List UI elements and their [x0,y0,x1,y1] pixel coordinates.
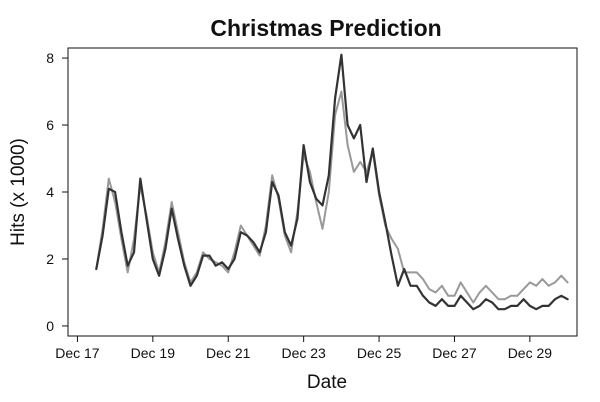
y-tick-label: 2 [46,251,54,267]
series-layer [95,53,569,311]
x-tick-label: Dec 23 [281,345,326,361]
plot-frame [67,47,578,337]
series-line-1 [95,90,569,304]
x-tick-label: Dec 21 [206,345,251,361]
x-tick-label: Dec 19 [131,345,176,361]
chart-title: Christmas Prediction [210,15,441,41]
y-tick-label: 8 [46,50,54,66]
x-tick-label: Dec 27 [432,345,477,361]
y-tick-label: 4 [46,184,54,200]
x-axis-label: Date [307,372,347,393]
y-axis: 0 2 4 6 8 [46,50,68,334]
x-tick-label: Dec 25 [357,345,402,361]
y-axis-label: Hits (x 1000) [8,138,29,246]
x-axis: Dec 17 Dec 19 Dec 21 Dec 23 Dec 25 Dec 27 Dec … [55,336,552,361]
y-tick-label: 6 [46,117,54,133]
x-tick-label: Dec 29 [508,345,553,361]
x-tick-label: Dec 17 [55,345,100,361]
y-tick-label: 0 [46,318,54,334]
series-line-2 [95,53,569,311]
